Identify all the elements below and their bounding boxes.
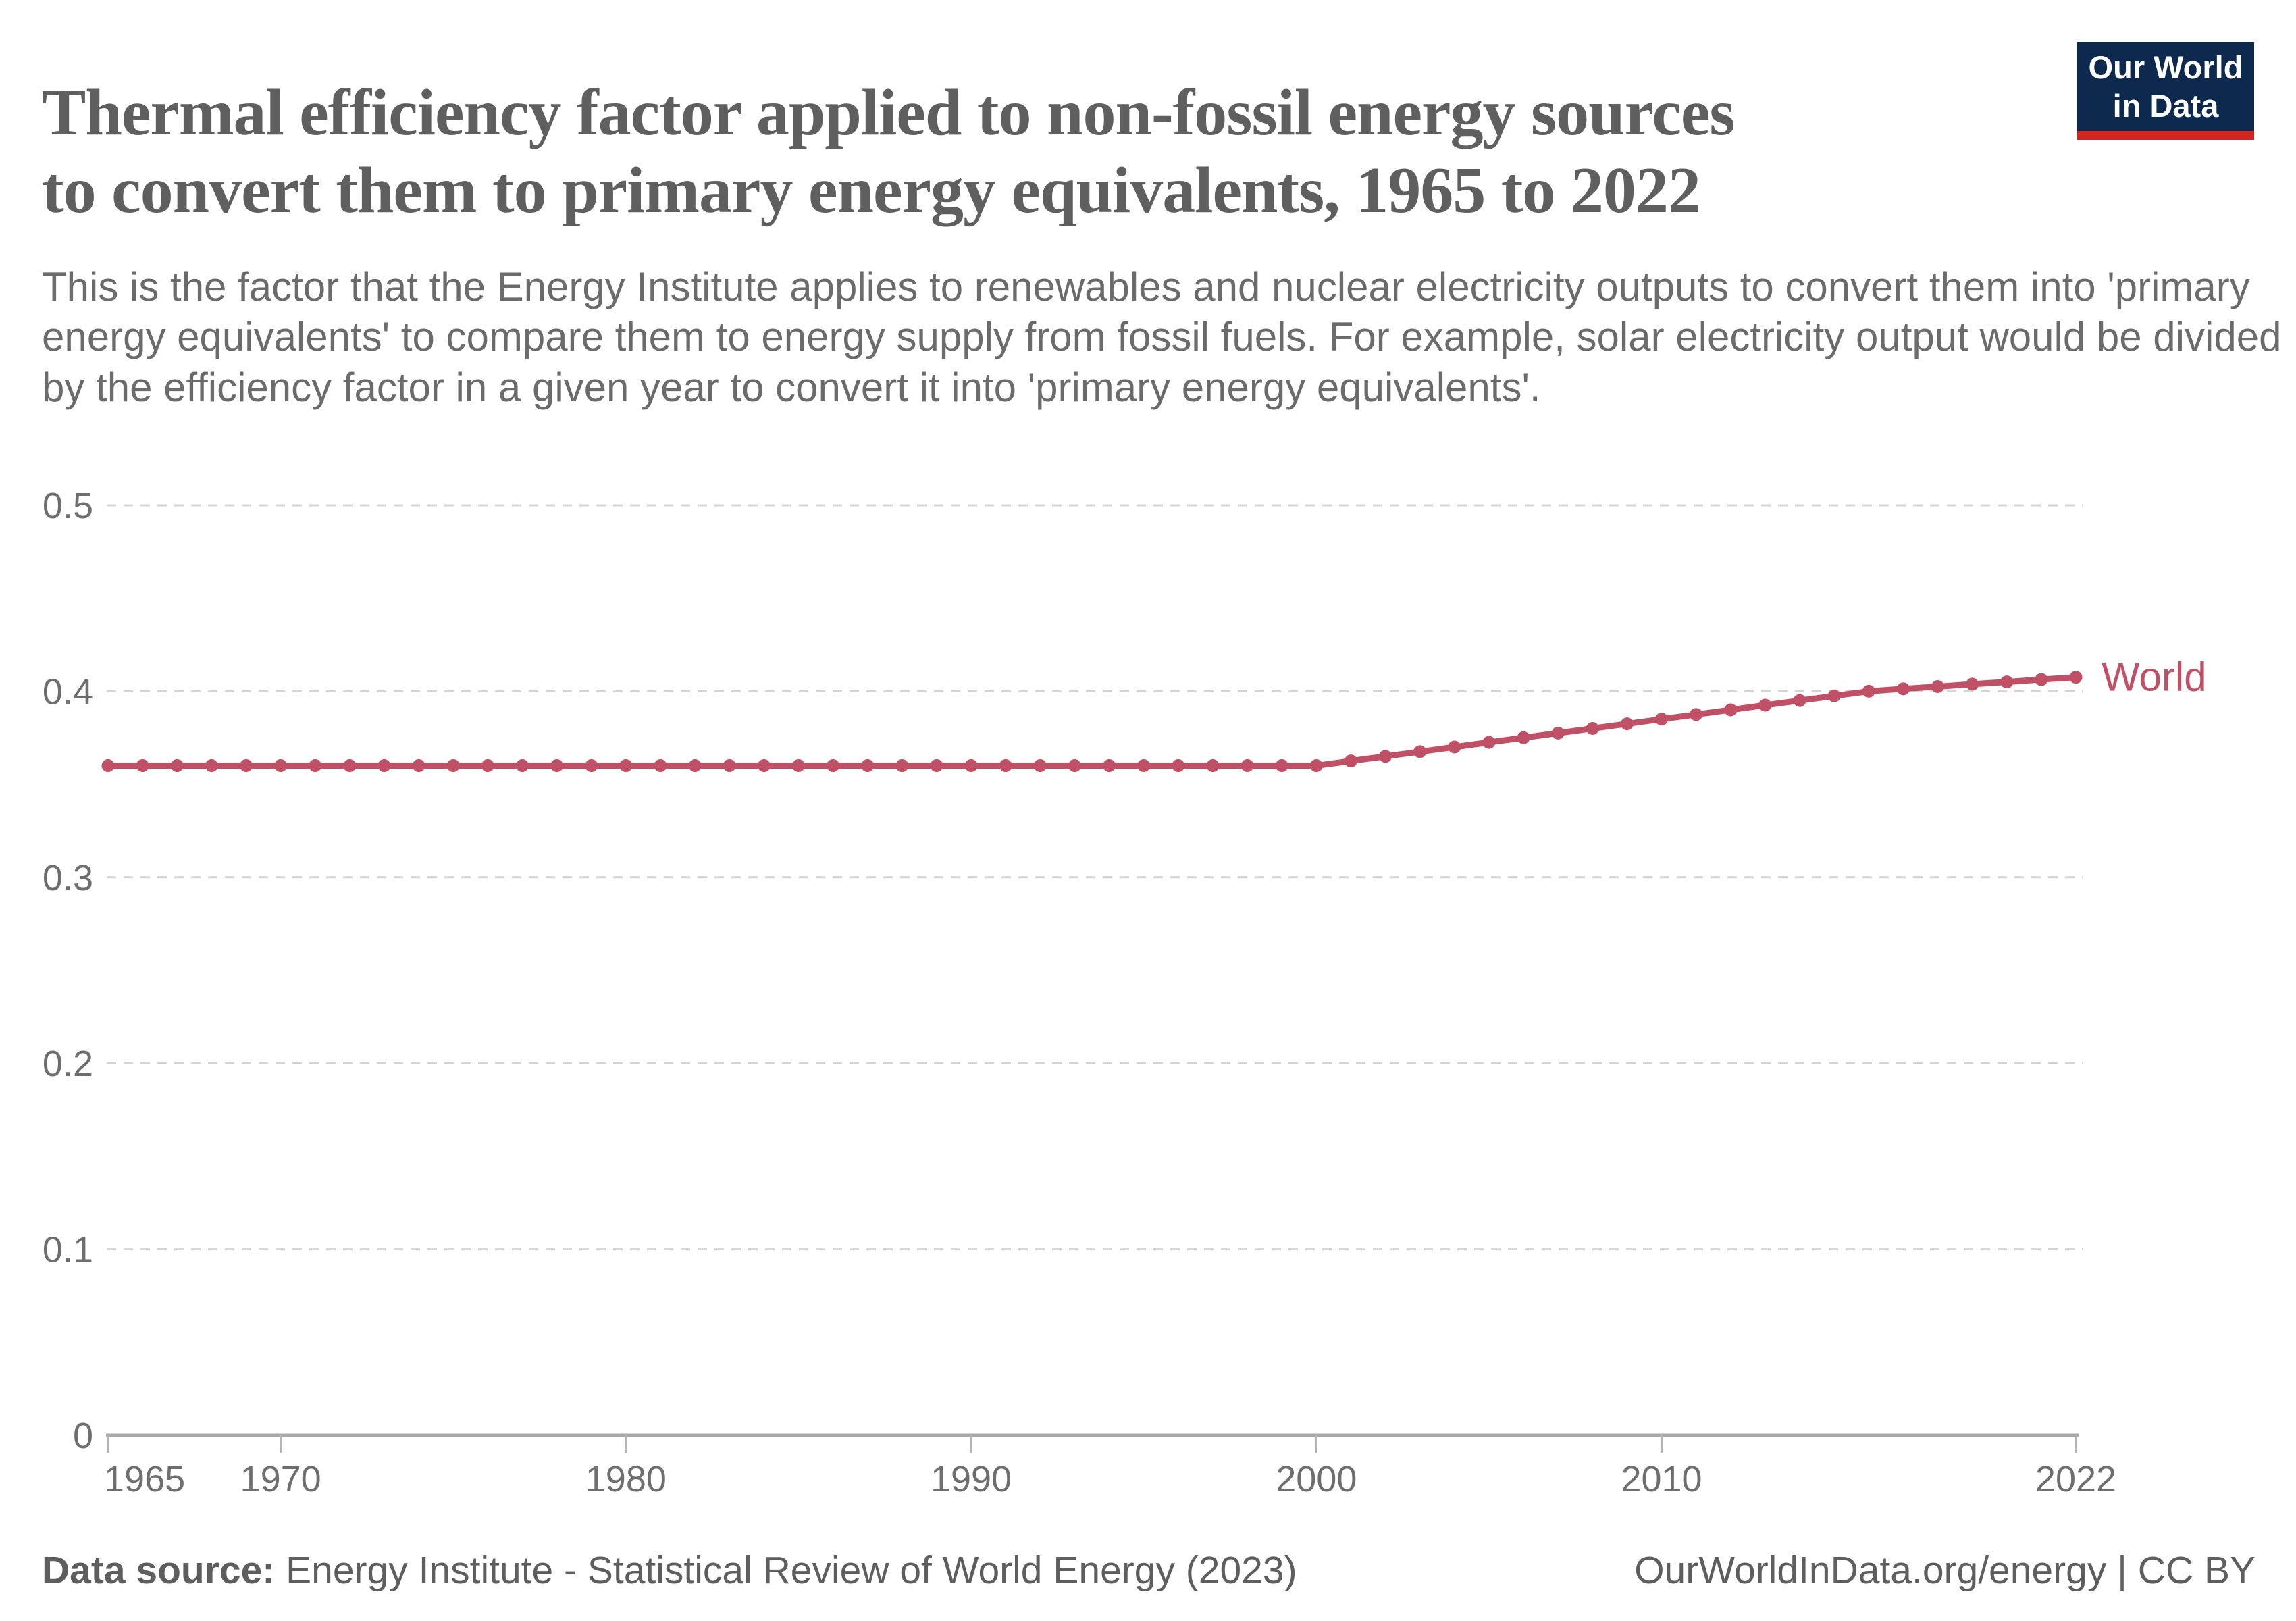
data-point-1982[interactable] <box>688 759 702 773</box>
data-point-2013[interactable] <box>1758 698 1772 712</box>
data-point-1980[interactable] <box>619 759 633 773</box>
data-point-2012[interactable] <box>1724 703 1738 717</box>
data-point-1976[interactable] <box>481 759 494 773</box>
data-point-1981[interactable] <box>654 759 667 773</box>
x-axis-label: 2022 <box>2035 1459 2116 1499</box>
data-point-1988[interactable] <box>895 759 909 773</box>
data-point-1989[interactable] <box>930 759 943 773</box>
data-point-1971[interactable] <box>309 759 322 773</box>
data-point-1978[interactable] <box>550 759 564 773</box>
data-point-1999[interactable] <box>1275 759 1288 773</box>
page-title: Thermal efficiency factor applied to non… <box>42 76 1736 228</box>
data-point-2014[interactable] <box>1793 694 1806 707</box>
data-point-1987[interactable] <box>861 759 875 773</box>
data-point-1993[interactable] <box>1068 759 1081 773</box>
data-point-1968[interactable] <box>205 759 218 773</box>
chart-subtitle: This is the factor that the Energy Insti… <box>42 264 2282 410</box>
data-point-1991[interactable] <box>999 759 1012 773</box>
y-axis-label: 0 <box>73 1416 93 1456</box>
data-point-2022[interactable] <box>2069 671 2083 684</box>
data-point-1983[interactable] <box>723 759 736 773</box>
data-point-1990[interactable] <box>964 759 978 773</box>
data-point-2007[interactable] <box>1551 726 1565 740</box>
x-axis-label: 1980 <box>585 1459 667 1499</box>
data-source-note: Data source: Energy Institute - Statisti… <box>42 1548 1297 1593</box>
data-point-1966[interactable] <box>136 759 149 773</box>
data-point-1992[interactable] <box>1033 759 1047 773</box>
owid-logo[interactable]: Our World in Data <box>2077 42 2254 140</box>
data-point-1970[interactable] <box>274 759 288 773</box>
x-axis-label: 1965 <box>104 1459 185 1499</box>
data-point-2018[interactable] <box>1931 680 1945 694</box>
data-point-1984[interactable] <box>757 759 771 773</box>
data-point-2004[interactable] <box>1448 740 1461 754</box>
data-point-2006[interactable] <box>1517 731 1530 744</box>
x-axis-label: 2000 <box>1276 1459 1357 1499</box>
data-point-1977[interactable] <box>515 759 529 773</box>
series-line-world[interactable] <box>105 674 2079 769</box>
data-point-1965[interactable] <box>101 759 115 773</box>
data-point-2002[interactable] <box>1379 750 1392 763</box>
data-source-label: Data source: <box>42 1549 276 1592</box>
y-axis-label: 0.2 <box>43 1044 93 1084</box>
data-point-2011[interactable] <box>1690 708 1703 721</box>
license-note[interactable]: OurWorldInData.org/energy | CC BY <box>1634 1549 2255 1592</box>
data-point-2003[interactable] <box>1413 745 1427 758</box>
y-axis-label: 0.5 <box>43 486 93 526</box>
data-point-2021[interactable] <box>2035 673 2048 686</box>
series-end-label[interactable]: World <box>2102 654 2207 700</box>
data-point-1967[interactable] <box>170 759 184 773</box>
data-point-2009[interactable] <box>1620 717 1634 731</box>
data-point-2000[interactable] <box>1309 759 1323 773</box>
data-point-2015[interactable] <box>1827 689 1841 702</box>
chart-footer: Data source: Energy Institute - Statisti… <box>42 1548 2255 1593</box>
data-point-1997[interactable] <box>1206 759 1220 773</box>
data-point-1975[interactable] <box>446 759 460 773</box>
x-axis-label: 1970 <box>240 1459 321 1499</box>
data-point-1998[interactable] <box>1241 759 1254 773</box>
data-point-1969[interactable] <box>239 759 253 773</box>
y-axis-label: 0.4 <box>43 671 93 712</box>
y-axis-label: 0.1 <box>43 1230 93 1270</box>
data-point-1985[interactable] <box>791 759 805 773</box>
data-point-2020[interactable] <box>2000 675 2014 689</box>
data-point-1973[interactable] <box>377 759 391 773</box>
data-point-1995[interactable] <box>1137 759 1151 773</box>
x-axis-label: 1990 <box>931 1459 1012 1499</box>
data-point-1994[interactable] <box>1103 759 1116 773</box>
data-point-2010[interactable] <box>1655 713 1669 726</box>
data-point-2017[interactable] <box>1896 682 1910 696</box>
data-point-2008[interactable] <box>1586 721 1599 735</box>
data-point-1979[interactable] <box>585 759 598 773</box>
data-point-1972[interactable] <box>343 759 357 773</box>
x-axis-label: 2010 <box>1621 1459 1702 1499</box>
data-source-text: Energy Institute - Statistical Review of… <box>275 1549 1297 1592</box>
data-point-1974[interactable] <box>412 759 425 773</box>
data-point-2005[interactable] <box>1482 736 1496 749</box>
data-point-1986[interactable] <box>827 759 840 773</box>
y-axis-label: 0.3 <box>43 858 93 898</box>
data-point-2001[interactable] <box>1344 754 1357 768</box>
data-point-2019[interactable] <box>1966 677 1979 691</box>
data-point-1996[interactable] <box>1172 759 1185 773</box>
data-point-2016[interactable] <box>1862 684 1875 698</box>
